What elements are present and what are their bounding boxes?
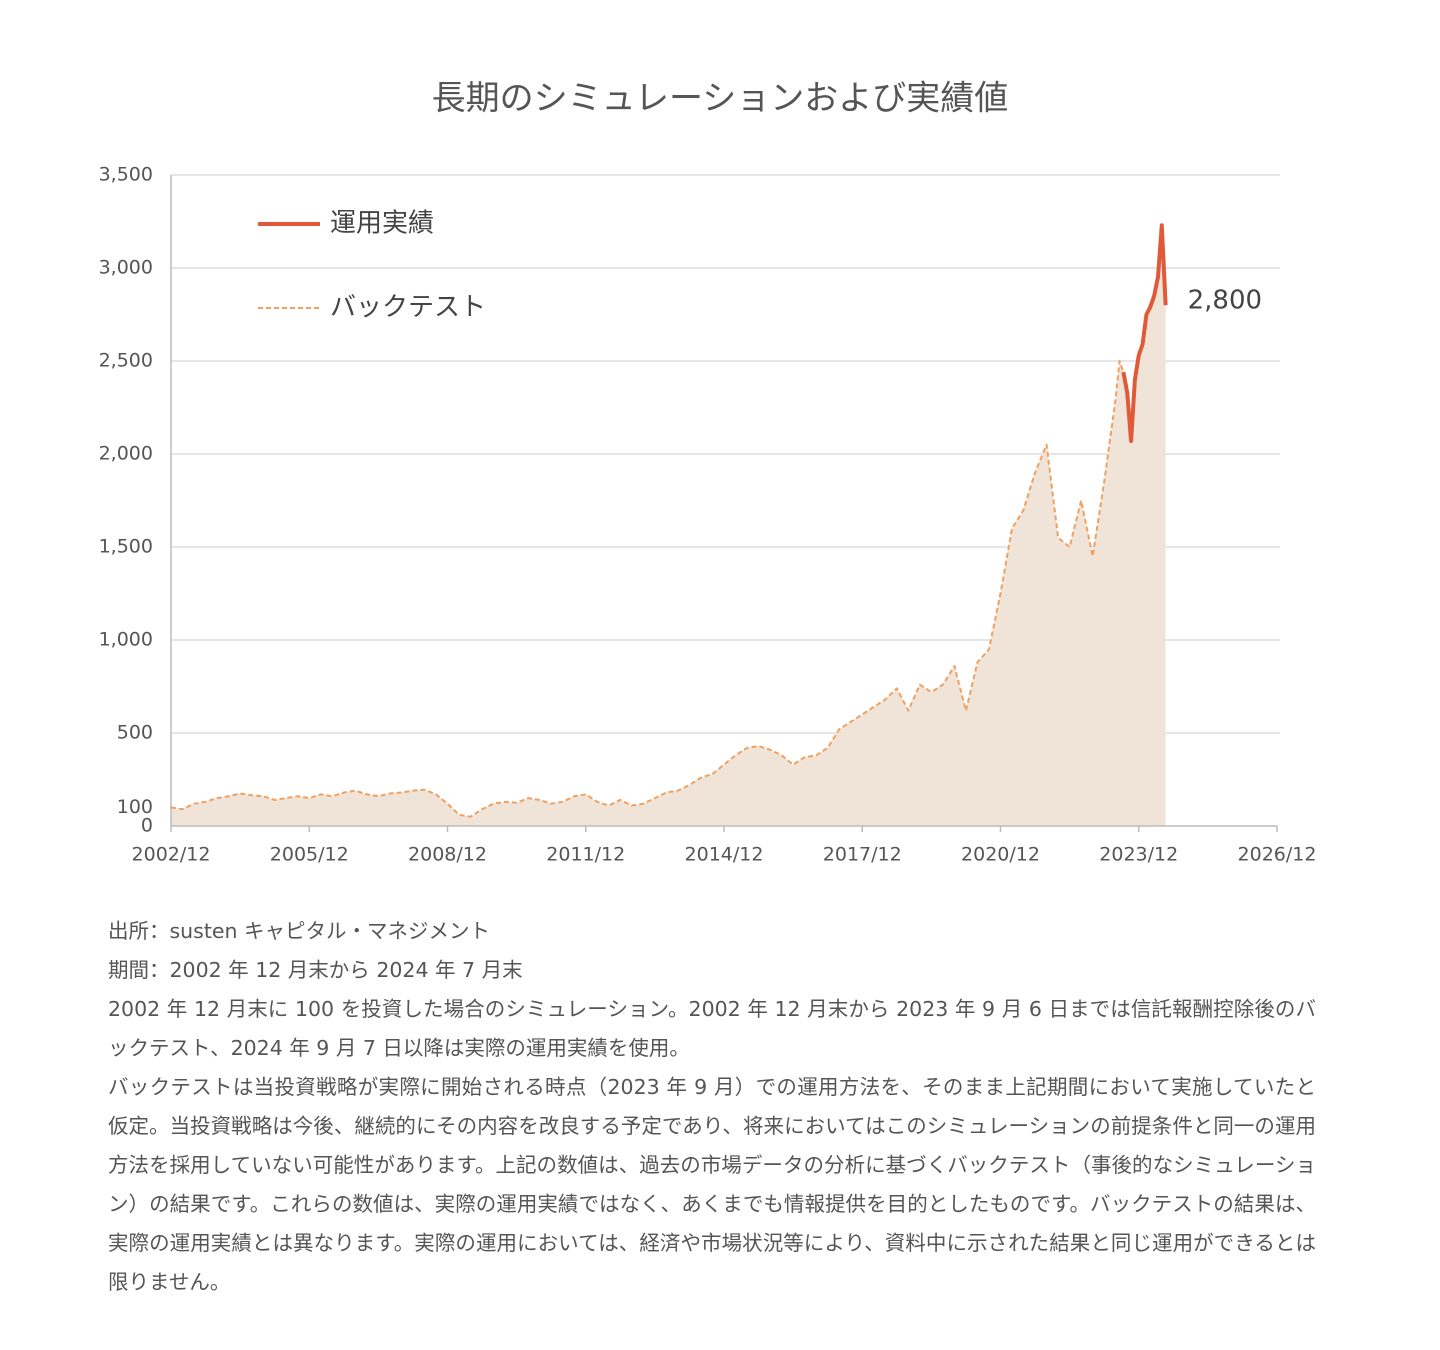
annotation: 2,800 bbox=[1188, 286, 1262, 316]
note: バックテストは当投資戦略が実際に開始される時点（2023 年 9 月）での運用方… bbox=[108, 1075, 1316, 1294]
y-tick-label: 2,500 bbox=[99, 350, 153, 372]
series-line bbox=[170, 360, 1125, 818]
x-tick-label: 2005/12 bbox=[270, 844, 349, 866]
y-tick-label: 0 bbox=[141, 815, 153, 837]
x-tick-label: 2023/12 bbox=[1099, 844, 1178, 866]
note: 2002 年 12 月末に 100 を投資した場合のシミュレーション。2002 … bbox=[108, 997, 1316, 1060]
y-tick-label: 500 bbox=[117, 722, 153, 744]
note: 期間：2002 年 12 月末から 2024 年 7 月末 bbox=[108, 958, 523, 982]
x-tick-label: 2026/12 bbox=[1238, 844, 1317, 866]
x-tick-label: 2011/12 bbox=[546, 844, 625, 866]
x-tick-label: 2008/12 bbox=[408, 844, 487, 866]
y-tick-label: 1,500 bbox=[99, 536, 153, 558]
area-fill bbox=[171, 225, 1166, 827]
x-tick-label: 2014/12 bbox=[685, 844, 764, 866]
note: 出所：susten キャピタル・マネジメント bbox=[108, 919, 491, 943]
legend-label: 運用実績 bbox=[330, 209, 434, 239]
notes: 出所：susten キャピタル・マネジメント期間：2002 年 12 月末から … bbox=[108, 912, 1316, 1302]
x-tick-label: 2002/12 bbox=[132, 844, 211, 866]
y-tick-label: 2,000 bbox=[99, 443, 153, 465]
legend-label: バックテスト bbox=[330, 293, 486, 323]
x-tick-label: 2017/12 bbox=[823, 844, 902, 866]
series-line bbox=[1121, 223, 1168, 443]
y-tick-label: 3,000 bbox=[99, 257, 153, 279]
y-tick-label: 100 bbox=[117, 796, 153, 818]
y-tick-label: 3,500 bbox=[99, 164, 153, 186]
chart-title: 長期のシミュレーションおよび実績値 bbox=[432, 79, 1009, 119]
y-tick-label: 1,000 bbox=[99, 629, 153, 651]
x-tick-label: 2020/12 bbox=[961, 844, 1040, 866]
